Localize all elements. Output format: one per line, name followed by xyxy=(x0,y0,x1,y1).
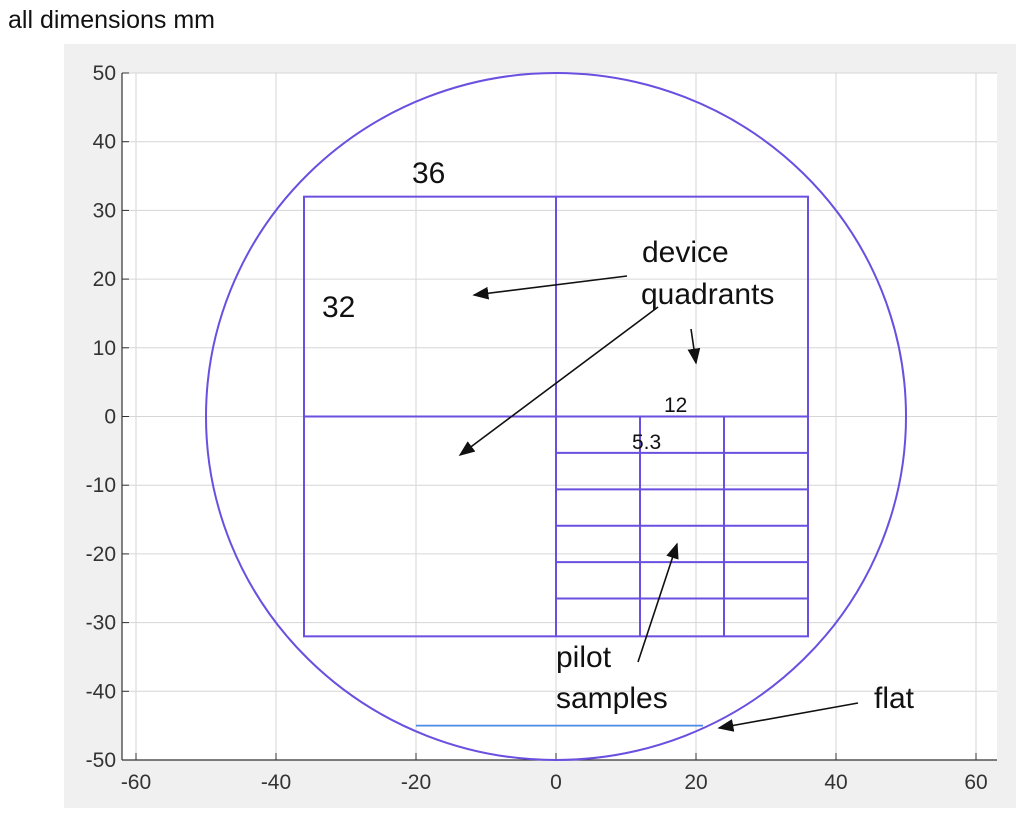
arrow-device-to-q4 xyxy=(687,328,701,365)
label-flat: flat xyxy=(874,682,915,715)
x-tick-label: -20 xyxy=(401,771,431,794)
y-tick-label: -50 xyxy=(86,749,116,772)
layout-shapes xyxy=(205,72,907,761)
arrow-device-to-q3 xyxy=(458,306,659,456)
label-32: 32 xyxy=(322,291,355,324)
label-12: 12 xyxy=(664,394,687,417)
x-tick-label: 40 xyxy=(824,771,847,794)
y-tick-label: -30 xyxy=(86,612,116,635)
annotation-arrows xyxy=(458,275,859,732)
y-tick-label: -20 xyxy=(86,543,116,566)
y-tick-label: 30 xyxy=(93,199,116,222)
x-tick-label: -40 xyxy=(261,771,291,794)
arrow-pilot-samples xyxy=(637,542,679,663)
arrow-flat xyxy=(717,702,859,732)
arrow-device-to-q2 xyxy=(472,275,628,300)
x-tick-label: 60 xyxy=(964,771,987,794)
x-tick-label: -60 xyxy=(121,771,151,794)
y-tick-label: 40 xyxy=(93,131,116,154)
y-tick-label: -10 xyxy=(86,474,116,497)
label-device: device xyxy=(642,236,729,269)
y-tick-label: -40 xyxy=(86,680,116,703)
x-tick-label: 0 xyxy=(550,771,562,794)
wafer-outline xyxy=(205,72,907,761)
y-tick-label: 50 xyxy=(93,62,116,85)
label-samples: samples xyxy=(556,682,668,715)
label-quadrants: quadrants xyxy=(641,278,774,311)
caption: all dimensions mm xyxy=(8,6,216,34)
label-36: 36 xyxy=(412,157,445,190)
y-tick-label: 10 xyxy=(93,337,116,360)
y-tick-label: 0 xyxy=(104,406,116,429)
label-5-3: 5.3 xyxy=(632,431,661,454)
y-tick-label: 20 xyxy=(93,268,116,291)
axes: -60 -40 -20 0 20 40 60 50 40 30 20 10 0 -10 -20 -30 -40 -… xyxy=(86,62,997,794)
label-pilot: pilot xyxy=(556,641,612,674)
x-tick-label: 20 xyxy=(684,771,707,794)
